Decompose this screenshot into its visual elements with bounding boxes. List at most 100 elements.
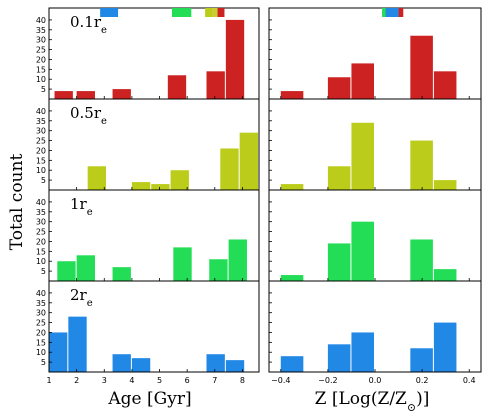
y-tick-label: 35	[36, 299, 46, 308]
metallicity-bar-row2-3	[351, 122, 374, 190]
y-axis-title-group: Total count	[7, 154, 27, 251]
metallicity-bar-row3-5	[433, 269, 457, 281]
row-label-3: 1re	[70, 195, 93, 218]
age-top-marker-3	[205, 8, 213, 17]
metallicity-panel-4	[268, 280, 482, 373]
metallicity-bar-row3-2	[327, 243, 351, 281]
y-tick-label: 10	[36, 166, 46, 175]
y-tick-label: 20	[36, 55, 46, 64]
y-tick-label: 30	[36, 36, 46, 45]
age-bar-row3-2	[76, 255, 95, 281]
row-label-sub: e	[101, 116, 107, 127]
row-label-sub: e	[87, 207, 93, 218]
metallicity-panel-1	[268, 7, 482, 100]
y-tick-label: 10	[36, 75, 46, 84]
y-tick-label: 15	[36, 65, 46, 74]
row-label-1: 0.1re	[70, 13, 107, 36]
y-tick-label: 25	[36, 46, 46, 55]
metallicity-panel-2	[268, 98, 482, 191]
y-tick-label: 5	[41, 358, 46, 367]
age-x-tick-label: 3	[102, 376, 107, 385]
metallicity-x-tick-label: −0.2	[318, 376, 337, 385]
age-bar-row2-5	[220, 148, 239, 190]
age-top-marker-2	[171, 8, 192, 17]
x-axis-title-metallicity-sub: ⊙	[407, 401, 416, 414]
row-label-sub: e	[101, 25, 107, 36]
metallicity-bar-row1-5	[433, 71, 457, 99]
metallicity-x-tick-label: 0.2	[416, 376, 429, 385]
metallicity-x-tick-label: −0.4	[271, 376, 290, 385]
y-tick-label: 15	[36, 247, 46, 256]
row-label-sub: e	[87, 298, 93, 309]
y-tick-label: 5	[41, 85, 46, 94]
age-bar-row2-4	[170, 170, 189, 190]
age-bar-row4-2	[68, 316, 87, 372]
y-tick-label: 40	[36, 289, 46, 298]
metallicity-bar-row2-4	[410, 140, 433, 190]
metallicity-bar-row4-2	[327, 344, 351, 372]
age-bar-row4-5	[206, 354, 225, 372]
x-axis-title-metallicity-main: Z [Log(Z/Z	[315, 389, 407, 409]
y-tick-label: 10	[36, 348, 46, 357]
y-tick-label: 40	[36, 198, 46, 207]
age-bar-row3-3	[112, 267, 131, 281]
metallicity-bar-row2-2	[327, 166, 351, 190]
age-bar-row1-5	[206, 71, 225, 99]
y-tick-label: 5	[41, 176, 46, 185]
age-bar-row2-3	[151, 184, 170, 190]
age-x-tick-label: 6	[185, 376, 190, 385]
age-top-marker-1	[100, 8, 119, 17]
y-tick-label: 25	[36, 319, 46, 328]
y-tick-label: 10	[36, 257, 46, 266]
y-tick-label: 25	[36, 137, 46, 146]
age-bar-row3-1	[57, 261, 76, 281]
metallicity-bar-row3-4	[410, 239, 433, 281]
age-bar-row1-2	[76, 91, 95, 99]
age-x-tick-label: 7	[212, 376, 217, 385]
age-x-tick-label: 1	[46, 376, 51, 385]
metallicity-bar-row1-3	[351, 63, 374, 99]
y-tick-label: 20	[36, 146, 46, 155]
metallicity-bar-row4-4	[410, 348, 433, 372]
age-bar-row1-6	[225, 19, 245, 100]
age-bar-row3-4	[173, 247, 192, 281]
y-tick-label: 25	[36, 228, 46, 237]
age-panel-frame	[48, 280, 260, 373]
metallicity-bar-row4-3	[351, 332, 374, 372]
row-label-main: 0.1r	[70, 13, 102, 31]
age-bar-row4-4	[131, 358, 151, 372]
y-tick-label: 30	[36, 218, 46, 227]
age-bar-row1-4	[167, 75, 187, 99]
y-tick-label: 15	[36, 156, 46, 165]
metallicity-bar-row3-3	[351, 221, 374, 281]
x-axis-title-age: Age [Gyr]	[107, 389, 191, 409]
age-x-tick-label: 8	[240, 376, 245, 385]
age-x-tick-label: 4	[129, 376, 134, 385]
y-tick-label: 35	[36, 117, 46, 126]
y-tick-label: 15	[36, 338, 46, 347]
age-bar-row4-1	[49, 332, 68, 372]
metallicity-x-tick-label: 0.0	[369, 376, 382, 385]
row-label-4: 2re	[70, 286, 93, 309]
y-tick-label: 30	[36, 127, 46, 136]
y-axis-title: Total count	[7, 154, 27, 251]
metallicity-x-tick-label: 0.4	[463, 376, 476, 385]
age-bar-row1-1	[54, 91, 73, 99]
y-tick-label: 20	[36, 237, 46, 246]
metallicity-bar-row2-5	[433, 180, 457, 190]
x-axis-title-metallicity-end: )]	[416, 389, 429, 409]
age-bar-row4-3	[112, 354, 131, 372]
age-x-tick-label: 5	[157, 376, 162, 385]
age-top-marker-4	[212, 8, 218, 17]
age-bar-row3-6	[228, 239, 247, 281]
age-bar-row3-5	[209, 259, 228, 281]
metallicity-bar-row1-1	[280, 91, 304, 99]
y-tick-label: 30	[36, 309, 46, 318]
y-tick-label: 35	[36, 208, 46, 217]
metallicity-bar-row3-1	[280, 275, 304, 281]
y-tick-label: 35	[36, 26, 46, 35]
